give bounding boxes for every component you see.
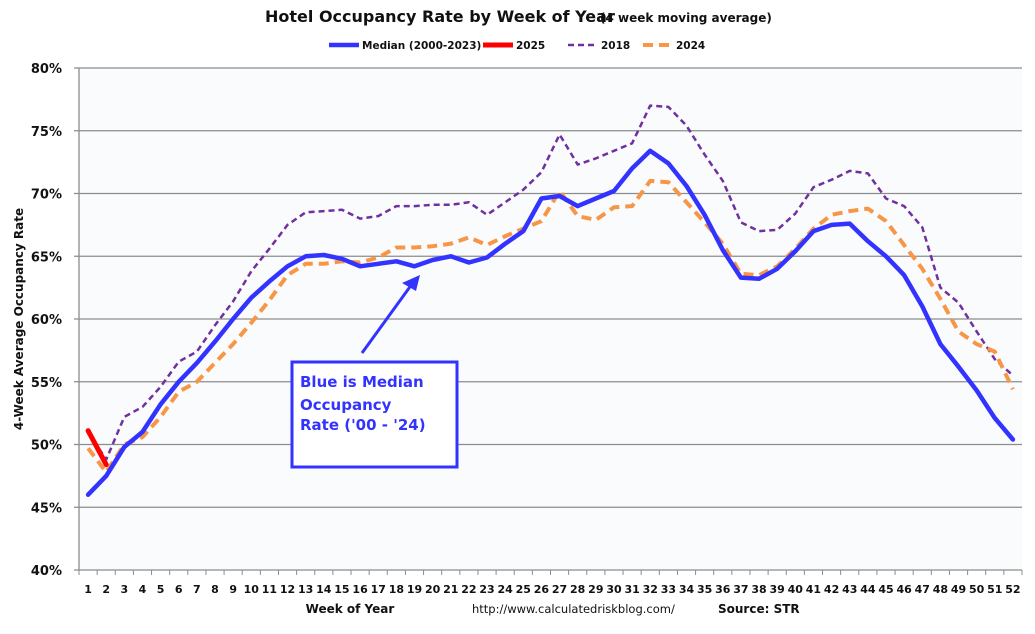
x-tick-label: 24 bbox=[498, 583, 514, 596]
y-tick-label: 75% bbox=[31, 125, 62, 140]
y-tick-label: 55% bbox=[31, 376, 62, 391]
legend-label: 2024 bbox=[676, 40, 705, 52]
x-tick-label: 9 bbox=[229, 583, 237, 596]
chart-title: Hotel Occupancy Rate by Week of Year bbox=[265, 7, 615, 26]
x-tick-label: 28 bbox=[570, 583, 585, 596]
y-axis-label: 4-Week Average Occupancy Rate bbox=[12, 208, 26, 430]
x-tick-label: 13 bbox=[298, 583, 313, 596]
x-tick-label: 45 bbox=[878, 583, 893, 596]
x-tick-label: 5 bbox=[157, 583, 165, 596]
x-tick-label: 10 bbox=[244, 583, 260, 596]
x-axis: 1 2 3 4 5 6 7 8 9 10 11 12 13 14 15 16 17 18 19 20 21 22 23 24 2… bbox=[78, 570, 1023, 596]
annotation-line-1: Blue is Median bbox=[300, 373, 424, 391]
x-tick-label: 11 bbox=[262, 583, 277, 596]
x-tick-label: 7 bbox=[193, 583, 201, 596]
series-line-2025 bbox=[85, 428, 109, 468]
y-tick-label: 65% bbox=[31, 250, 62, 265]
annotation-arrow-shaft bbox=[360, 283, 414, 354]
legend: Median (2000-2023) 2025 2018 2024 bbox=[329, 40, 705, 52]
x-tick-label: 31 bbox=[624, 583, 639, 596]
x-tick-label: 36 bbox=[715, 583, 731, 596]
x-tick-label: 17 bbox=[371, 583, 386, 596]
x-tick-label: 20 bbox=[425, 583, 441, 596]
x-tick-label: 19 bbox=[407, 583, 422, 596]
x-tick-label: 23 bbox=[479, 583, 494, 596]
x-tick-label: 8 bbox=[211, 583, 219, 596]
x-tick-label: 21 bbox=[443, 583, 458, 596]
annotation-box bbox=[290, 360, 459, 469]
x-tick-label: 44 bbox=[860, 583, 876, 596]
x-tick-label: 16 bbox=[352, 583, 368, 596]
x-tick-label: 1 bbox=[84, 583, 92, 596]
annotation: Blue is Median Occupancy Rate ('00 - '24… bbox=[290, 275, 459, 469]
source-label: Source: STR bbox=[718, 602, 800, 616]
x-tick-label: 52 bbox=[1005, 583, 1020, 596]
annotation-line-2: Occupancy bbox=[300, 396, 392, 414]
x-tick-label: 38 bbox=[751, 583, 766, 596]
x-tick-label: 22 bbox=[461, 583, 476, 596]
x-tick-label: 37 bbox=[733, 583, 748, 596]
legend-label: Median (2000-2023) bbox=[362, 40, 481, 52]
x-tick-label: 14 bbox=[316, 583, 332, 596]
x-tick-label: 2 bbox=[102, 583, 110, 596]
x-tick-label: 3 bbox=[121, 583, 129, 596]
x-tick-label: 47 bbox=[915, 583, 930, 596]
annotation-line-3: Rate ('00 - '24) bbox=[300, 416, 426, 434]
x-tick-label: 46 bbox=[896, 583, 912, 596]
x-tick-label: 18 bbox=[389, 583, 404, 596]
x-tick-label: 35 bbox=[697, 583, 712, 596]
x-tick-label: 48 bbox=[933, 583, 948, 596]
x-tick-label: 51 bbox=[987, 583, 1002, 596]
y-tick-label: 80% bbox=[31, 62, 62, 77]
x-tick-label: 27 bbox=[552, 583, 567, 596]
x-tick-label: 39 bbox=[770, 583, 785, 596]
y-tick-label: 40% bbox=[31, 564, 62, 579]
gridlines bbox=[74, 67, 1022, 571]
y-tick-label: 60% bbox=[31, 313, 62, 328]
source-url: http://www.calculatedriskblog.com/ bbox=[472, 602, 675, 616]
x-tick-label: 41 bbox=[806, 583, 821, 596]
x-tick-label: 26 bbox=[534, 583, 550, 596]
x-tick-label: 33 bbox=[661, 583, 676, 596]
series-line-2024 bbox=[86, 178, 1015, 475]
y-tick-label: 45% bbox=[31, 501, 62, 516]
y-tick-label: 50% bbox=[31, 439, 62, 454]
x-tick-label: 34 bbox=[679, 583, 695, 596]
series-line-2018 bbox=[87, 104, 1014, 461]
x-tick-label: 49 bbox=[951, 583, 966, 596]
x-axis-label: Week of Year bbox=[306, 602, 395, 616]
annotation-arrow-head bbox=[402, 275, 420, 291]
series-lines bbox=[85, 104, 1016, 497]
x-tick-label: 40 bbox=[788, 583, 804, 596]
x-tick-label: 50 bbox=[969, 583, 985, 596]
x-tick-label: 4 bbox=[139, 583, 147, 596]
x-tick-label: 25 bbox=[516, 583, 531, 596]
x-tick-label: 29 bbox=[588, 583, 603, 596]
x-tick-label: 15 bbox=[334, 583, 349, 596]
chart-subtitle: (4 week moving average) bbox=[600, 11, 772, 25]
legend-label: 2025 bbox=[516, 40, 545, 52]
series-line-median-2000-2023- bbox=[85, 148, 1016, 497]
x-tick-label: 43 bbox=[842, 583, 857, 596]
legend-label: 2018 bbox=[601, 40, 630, 52]
x-tick-label: 12 bbox=[280, 583, 295, 596]
x-tick-label: 42 bbox=[824, 583, 839, 596]
y-axis: 40% 45% 50% 55% 60% 65% 70% 75% 80% bbox=[31, 62, 62, 579]
x-tick-label: 32 bbox=[643, 583, 658, 596]
y-tick-label: 70% bbox=[31, 188, 62, 203]
x-tick-label: 30 bbox=[606, 583, 622, 596]
x-tick-label: 6 bbox=[175, 583, 183, 596]
